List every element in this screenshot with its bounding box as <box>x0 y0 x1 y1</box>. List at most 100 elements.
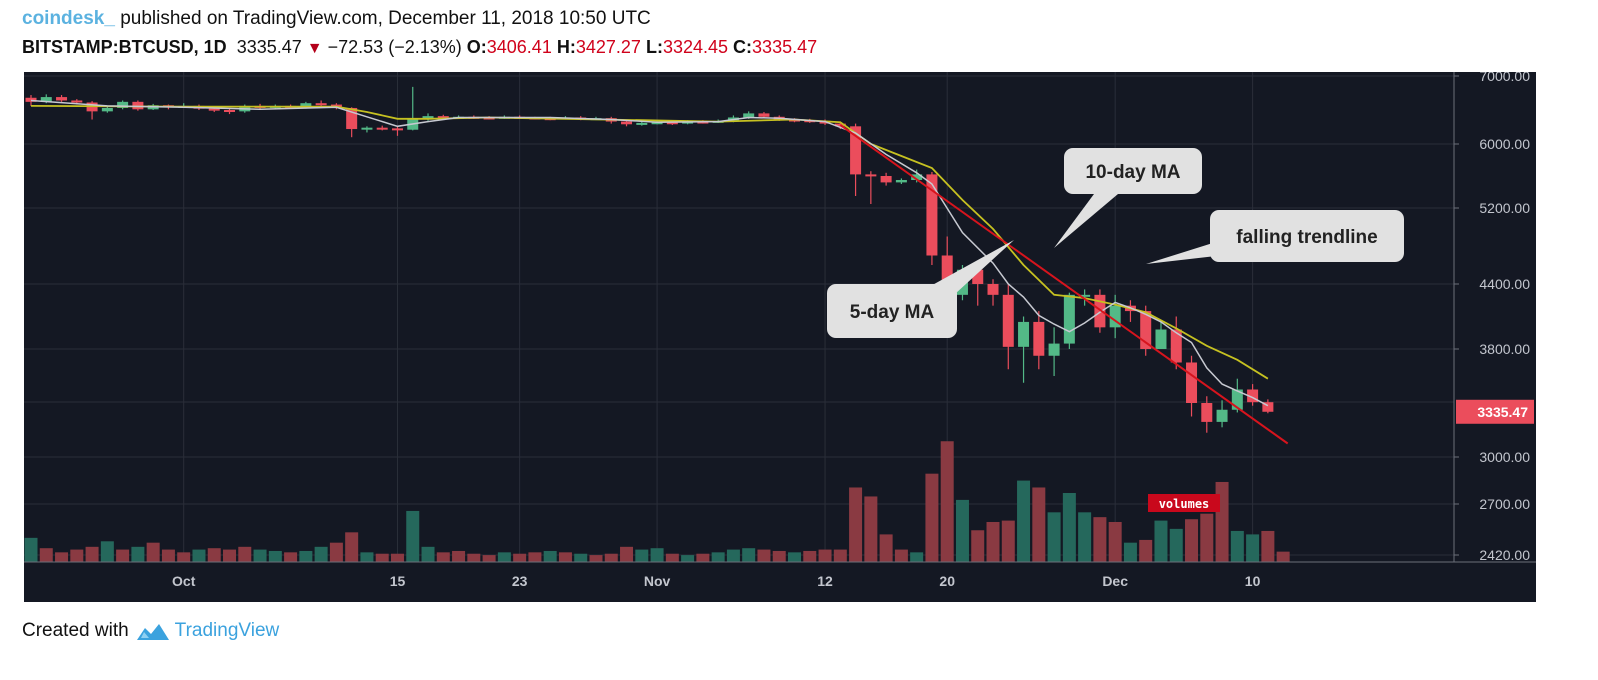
volume-bar <box>1169 528 1183 562</box>
volume-bar <box>390 553 404 562</box>
low-label: L: <box>645 37 663 57</box>
volume-bar <box>177 552 191 562</box>
volume-bar <box>681 555 695 562</box>
volume-bar <box>711 552 725 562</box>
candle-up <box>651 122 663 125</box>
open-value: 3406.41 <box>486 37 552 57</box>
volume-bar <box>940 441 954 562</box>
volume-bar <box>39 548 53 562</box>
falling-trendline <box>839 124 1289 445</box>
callout-text: 5-day MA <box>850 302 935 323</box>
volume-bar <box>116 549 130 562</box>
volume-bar <box>223 549 237 562</box>
callout-box <box>827 284 957 338</box>
candle-up <box>636 122 648 125</box>
y-axis-tick-label: 4400.00 <box>1479 276 1530 292</box>
publisher-name[interactable]: coindesk_ <box>22 8 115 29</box>
volume-bar <box>24 537 38 562</box>
volume-bar <box>1047 512 1061 562</box>
callout-pointer <box>927 240 1014 294</box>
down-arrow-icon: ▼ <box>306 40 323 57</box>
candle-up <box>1155 329 1167 349</box>
last-price-tag-label: 3335.47 <box>1477 404 1528 420</box>
chart-attribution: coindesk_ published on TradingView.com, … <box>22 8 651 30</box>
volume-bar <box>742 548 756 562</box>
volume-bar <box>55 552 69 562</box>
volume-bar <box>726 549 740 562</box>
volume-bar <box>375 553 389 562</box>
volume-bar <box>833 549 847 562</box>
y-axis-tick-label: 6000.00 <box>1479 136 1530 152</box>
volume-bar <box>696 553 710 562</box>
ma10-line <box>30 105 1269 380</box>
candle-up <box>1216 409 1228 422</box>
candle-down <box>1033 321 1045 356</box>
volume-label-text: volumes <box>1159 497 1210 511</box>
y-axis-tick-label: 7000.00 <box>1479 72 1530 84</box>
candle-down <box>880 176 892 183</box>
volume-bar <box>528 552 542 562</box>
y-axis-tick-label: 2420.00 <box>1479 547 1530 563</box>
volume-label-badge <box>1148 494 1220 512</box>
candle-down <box>71 100 83 103</box>
volume-bar <box>1154 520 1168 562</box>
candle-down <box>391 128 403 131</box>
volume-bar <box>1276 551 1290 562</box>
volume-bar <box>513 553 527 562</box>
volume-bar <box>925 473 939 562</box>
volume-bar <box>818 549 832 562</box>
candle-up <box>895 180 907 183</box>
volume-bar <box>253 549 267 562</box>
volume-bar <box>1246 534 1260 562</box>
volume-bar <box>406 510 420 562</box>
candle-up <box>911 174 923 180</box>
volume-bar <box>452 550 466 562</box>
callout-box <box>1210 210 1404 262</box>
candle-up <box>1079 294 1091 297</box>
chart-svg[interactable]: 7000.00 6000.00 5200.00 4400.00 3800.00 3000.… <box>24 72 1536 602</box>
candle-up <box>1231 389 1243 410</box>
close-label: C: <box>733 37 753 57</box>
candle-down <box>1094 294 1106 328</box>
tradingview-logo-icon <box>136 624 169 640</box>
y-axis-tick-label: 5200.00 <box>1479 200 1530 216</box>
volume-bar <box>849 487 863 562</box>
candle-down <box>224 110 236 112</box>
price-change: −72.53 (−2.13%) <box>327 37 462 57</box>
candle-down <box>437 116 449 119</box>
volume-bar <box>604 553 618 562</box>
volume-bar <box>574 553 588 562</box>
volume-bar <box>146 542 160 562</box>
volume-bar <box>558 552 572 562</box>
volume-bar <box>314 546 328 562</box>
volume-bar <box>803 550 817 562</box>
candle-down <box>941 255 953 295</box>
candle-down <box>865 174 877 177</box>
candle-down <box>1186 362 1198 403</box>
volume-bar <box>1200 513 1214 562</box>
volume-bar <box>85 546 99 562</box>
candle-up <box>40 97 52 102</box>
candle-down <box>926 174 938 256</box>
volume-bar <box>284 552 298 562</box>
candle-down <box>1201 403 1213 422</box>
volume-bar <box>482 555 496 562</box>
volume-bar <box>986 521 1000 562</box>
candle-down <box>56 97 68 101</box>
x-axis-tick-label: 15 <box>390 573 406 589</box>
candle-down <box>666 122 678 125</box>
tradingview-link[interactable]: TradingView <box>174 620 280 641</box>
candle-down <box>789 119 800 122</box>
x-axis-tick-label: Dec <box>1102 573 1128 589</box>
candle-down <box>1170 329 1182 363</box>
volume-bar <box>620 546 634 562</box>
volume-bar <box>1123 542 1137 562</box>
candle-up <box>117 101 129 108</box>
volume-bar <box>1093 517 1107 562</box>
volume-bar <box>910 552 924 562</box>
volume-bar <box>543 550 557 562</box>
footer: Created with TradingView <box>22 620 279 642</box>
price-chart[interactable]: 7000.00 6000.00 5200.00 4400.00 3800.00 3000.… <box>24 72 1536 602</box>
candle-down <box>758 113 770 117</box>
candle-down <box>1247 389 1259 403</box>
